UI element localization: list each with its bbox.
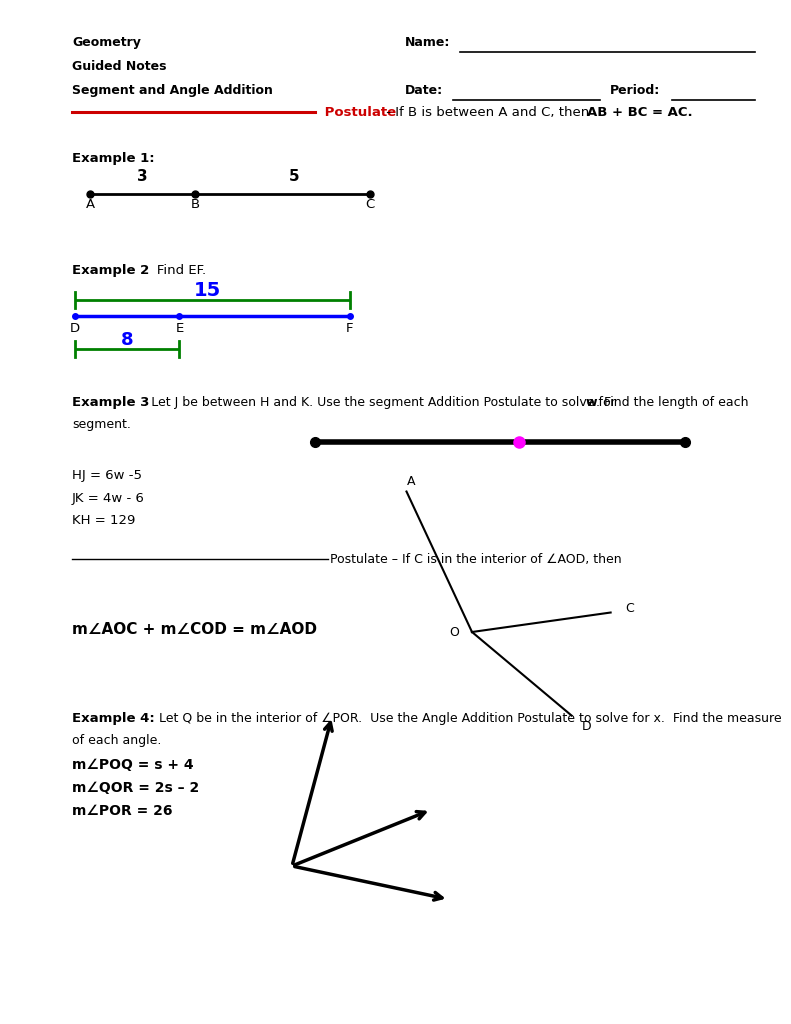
Text: Postulate – If C is in the interior of ∠AOD, then: Postulate – If C is in the interior of ∠… [330,553,622,565]
Text: Example 4:: Example 4: [72,712,155,725]
Text: of each angle.: of each angle. [72,734,161,746]
Text: Example 3: Example 3 [72,396,149,409]
Text: Segment and Angle Addition: Segment and Angle Addition [72,84,273,97]
Text: KH = 129: KH = 129 [72,514,135,527]
Text: Name:: Name: [405,36,450,49]
Text: 3: 3 [137,169,148,184]
Text: JK = 4w - 6: JK = 4w - 6 [72,492,145,505]
Text: D: D [70,322,80,335]
Text: Geometry: Geometry [72,36,141,49]
Text: D: D [581,720,591,732]
Text: C: C [626,602,634,615]
Text: Guided Notes: Guided Notes [72,60,166,73]
Text: segment.: segment. [72,418,131,431]
Text: Example 2: Example 2 [72,264,149,278]
Text: :  Find EF.: : Find EF. [144,264,206,278]
Text: - If B is between A and C, then: - If B is between A and C, then [382,105,593,119]
Text: B: B [191,198,199,211]
Text: m∠POR = 26: m∠POR = 26 [72,804,172,818]
Text: Period:: Period: [610,84,660,97]
Text: 5: 5 [290,169,300,184]
Text: C: C [365,198,375,211]
Text: 8: 8 [121,331,134,349]
Text: Example 1:: Example 1: [72,152,154,165]
Text: E: E [176,322,184,335]
Text: : Let J be between H and K. Use the segment Addition Postulate to solve for: : Let J be between H and K. Use the segm… [143,396,620,409]
Text: Let Q be in the interior of ∠POR.  Use the Angle Addition Postulate to solve for: Let Q be in the interior of ∠POR. Use th… [155,712,782,725]
Text: . Find the length of each: . Find the length of each [596,396,748,409]
Text: A: A [407,474,416,487]
Text: m∠AOC + m∠COD = m∠AOD: m∠AOC + m∠COD = m∠AOD [72,622,317,637]
Text: 15: 15 [194,281,221,300]
Text: w: w [586,396,597,409]
Text: O: O [449,626,459,639]
Text: A: A [85,198,95,211]
Text: AB + BC = AC.: AB + BC = AC. [587,105,693,119]
Text: Date:: Date: [405,84,443,97]
Text: F: F [346,322,354,335]
Text: Postulate: Postulate [320,105,396,119]
Text: m∠QOR = 2s – 2: m∠QOR = 2s – 2 [72,781,199,795]
Text: HJ = 6w -5: HJ = 6w -5 [72,469,142,482]
Text: m∠POQ = s + 4: m∠POQ = s + 4 [72,758,194,772]
